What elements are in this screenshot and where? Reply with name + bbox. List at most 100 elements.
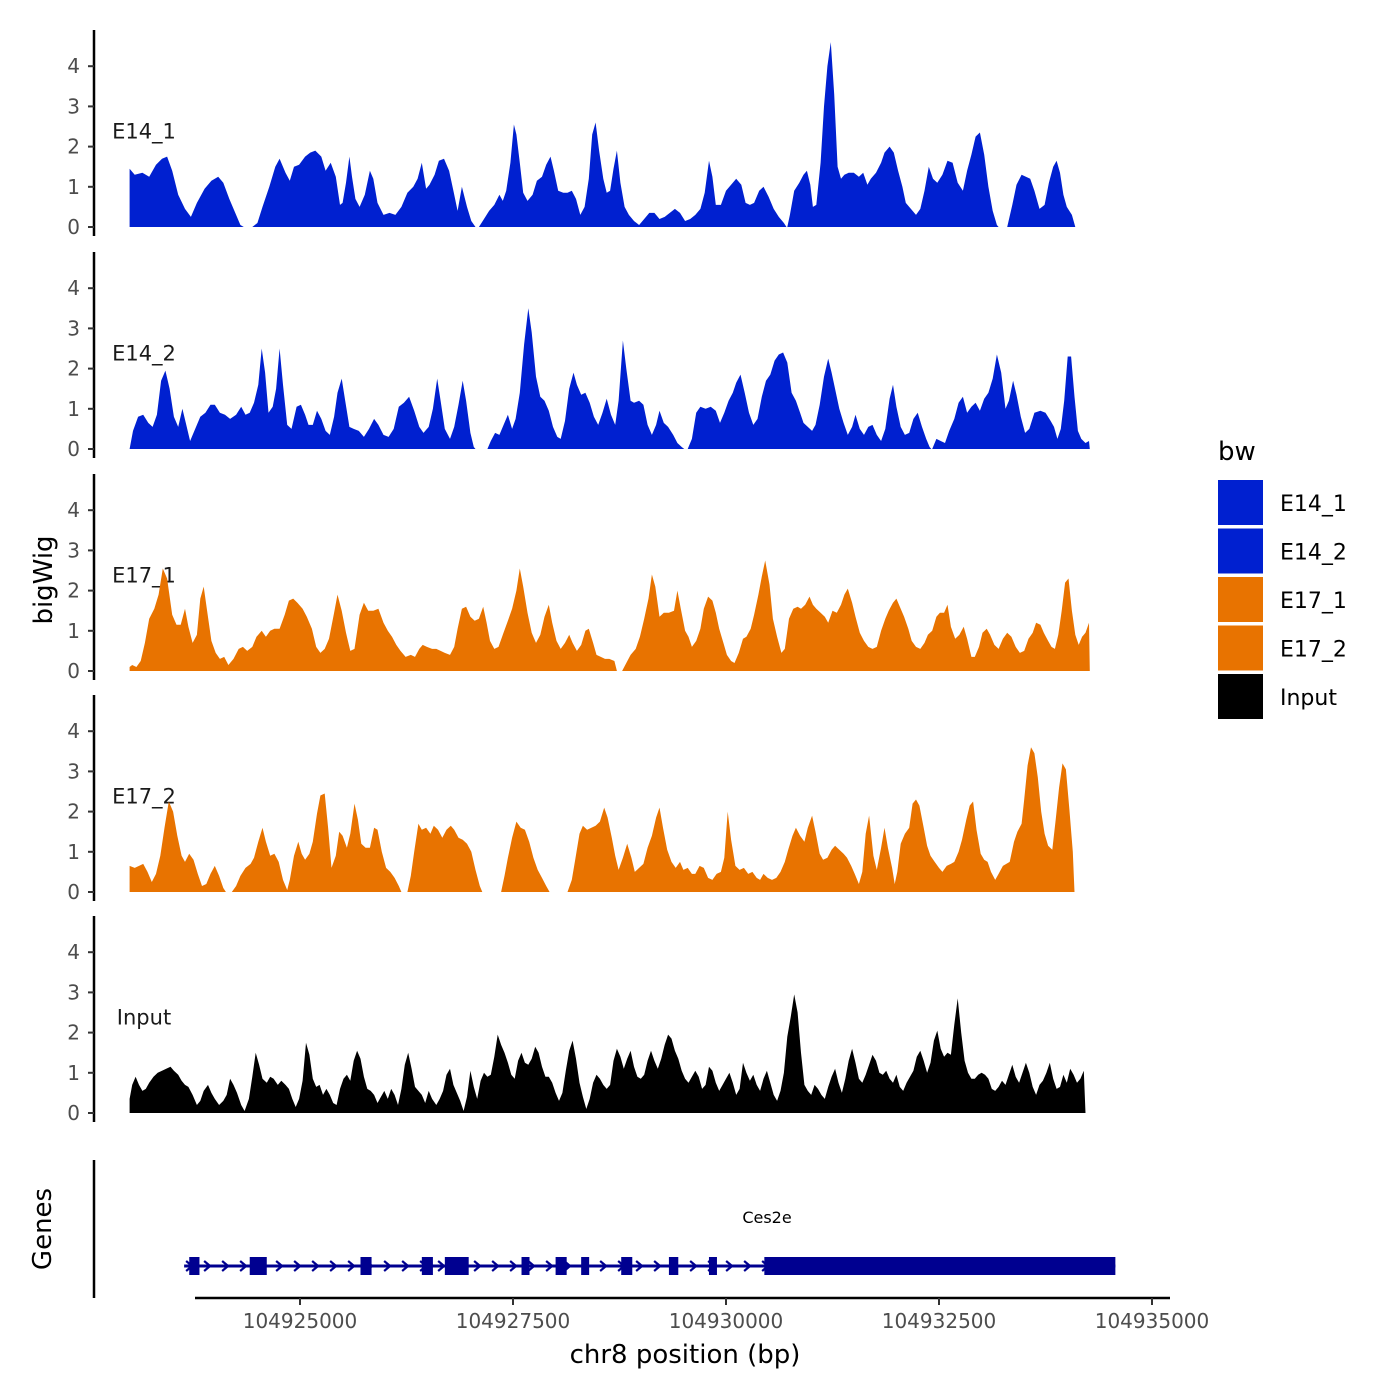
strand-arrow (347, 1260, 356, 1272)
legend-label: E14_2 (1280, 541, 1347, 566)
strand-arrow (293, 1260, 302, 1272)
exon (249, 1257, 267, 1275)
series-area-E17_2 (501, 821, 550, 892)
strand-arrow (491, 1260, 500, 1272)
legend-label: E14_1 (1280, 492, 1347, 517)
strand-arrow (275, 1260, 284, 1272)
x-tick-label: 104927500 (456, 1309, 571, 1333)
track-E14_1: 0 1 2 3 4 E14_1 (67, 30, 1076, 239)
exon (444, 1257, 469, 1275)
exon (521, 1257, 530, 1275)
strand-arrow (311, 1260, 320, 1272)
legend: bw E14_1 E14_2 E17_1 E17_2 Input (1218, 437, 1347, 719)
y-tick-label: 4 (67, 498, 80, 522)
legend-key-Input (1218, 674, 1263, 719)
exon (189, 1257, 200, 1275)
strand-arrow (221, 1260, 230, 1272)
x-axis: 104925000 104927500 104930000 104932500 1049… (195, 1296, 1210, 1333)
series-area-E14_1 (478, 122, 787, 227)
y-tick-label: 1 (67, 840, 80, 864)
exon (708, 1257, 717, 1275)
y-tick-label: 2 (67, 579, 80, 603)
strand-arrow (203, 1260, 212, 1272)
strand-arrow (329, 1260, 338, 1272)
x-tick-label: 104930000 (669, 1309, 784, 1333)
series-area-E14_1 (787, 42, 999, 227)
strand-arrow (653, 1260, 662, 1272)
y-tick-label: 0 (67, 215, 80, 239)
strand-arrow (437, 1260, 446, 1272)
y-tick-label: 1 (67, 175, 80, 199)
strand-arrow (509, 1260, 518, 1272)
track-label: E14_2 (112, 342, 176, 367)
y-tick-label: 1 (67, 619, 80, 643)
genes-panel-label: Genes (28, 1188, 58, 1270)
y-tick-label: 1 (67, 1061, 80, 1085)
y-tick-label: 3 (67, 94, 80, 118)
y-tick-label: 3 (67, 316, 80, 340)
y-tick-label: 0 (67, 437, 80, 461)
series-area-Input (129, 994, 1086, 1113)
series-area-E14_1 (129, 156, 244, 227)
genes-panel: Genes Ces2e (28, 1160, 1116, 1298)
legend-key-E14_2 (1218, 528, 1263, 574)
track-label: E17_2 (112, 785, 176, 810)
y-tick-label: 4 (67, 940, 80, 964)
legend-key-E14_1 (1218, 480, 1263, 525)
strand-arrow (635, 1260, 644, 1272)
series-area-E17_2 (567, 747, 1075, 892)
exon (555, 1257, 567, 1275)
strand-arrow (743, 1260, 752, 1272)
strand-arrow (527, 1260, 536, 1272)
x-tick-label: 104935000 (1095, 1309, 1210, 1333)
series-area-E17_2 (129, 801, 226, 892)
track-Input: 0 1 2 3 4 Input (67, 916, 1086, 1125)
y-tick-label: 0 (67, 659, 80, 683)
strand-arrow (689, 1260, 698, 1272)
strand-arrow (383, 1260, 392, 1272)
exon (621, 1257, 633, 1275)
y-axis-title: bigWig (29, 535, 59, 624)
gene-name-label: Ces2e (742, 1208, 791, 1227)
y-tick-label: 2 (67, 1021, 80, 1045)
series-area-E17_1 (622, 560, 1090, 671)
y-tick-label: 2 (67, 135, 80, 159)
track-label: E14_1 (112, 120, 176, 145)
gene-Ces2e: Ces2e (184, 1208, 1116, 1275)
legend-label: E17_1 (1280, 589, 1347, 614)
y-tick-label: 0 (67, 1101, 80, 1125)
x-tick-label: 104932500 (882, 1309, 997, 1333)
y-tick-label: 3 (67, 759, 80, 783)
legend-title: bw (1218, 437, 1256, 467)
exon (360, 1257, 372, 1275)
track-E17_2: 0 1 2 3 4 E17_2 (67, 695, 1075, 904)
y-tick-label: 4 (67, 54, 80, 78)
tracks-area: 01234E14_101234E14_201234E17_101234E17_2… (67, 30, 1090, 1125)
series-area-E17_2 (231, 793, 402, 892)
strand-arrow (545, 1260, 554, 1272)
legend-label: Input (1280, 686, 1337, 711)
series-area-E14_1 (1007, 160, 1076, 227)
exon (668, 1257, 679, 1275)
series-area-E14_2 (487, 308, 685, 449)
track-label: Input (117, 1006, 171, 1030)
y-tick-label: 3 (67, 980, 80, 1004)
series-area-E17_1 (129, 568, 617, 671)
y-tick-label: 2 (67, 800, 80, 824)
x-axis-title: chr8 position (bp) (570, 1340, 801, 1370)
y-tick-label: 2 (67, 357, 80, 381)
series-area-E14_2 (687, 352, 932, 449)
track-E14_2: 0 1 2 3 4 E14_2 (67, 252, 1090, 461)
x-tick-label: 104925000 (243, 1309, 358, 1333)
legend-label: E17_2 (1280, 638, 1347, 663)
strand-arrow (239, 1260, 248, 1272)
exon (581, 1257, 590, 1275)
y-tick-label: 0 (67, 880, 80, 904)
legend-key-E17_2 (1218, 625, 1263, 671)
exon (421, 1257, 433, 1275)
strand-arrow (473, 1260, 482, 1272)
strand-arrow (599, 1260, 608, 1272)
y-tick-label: 1 (67, 397, 80, 421)
y-tick-label: 3 (67, 538, 80, 562)
